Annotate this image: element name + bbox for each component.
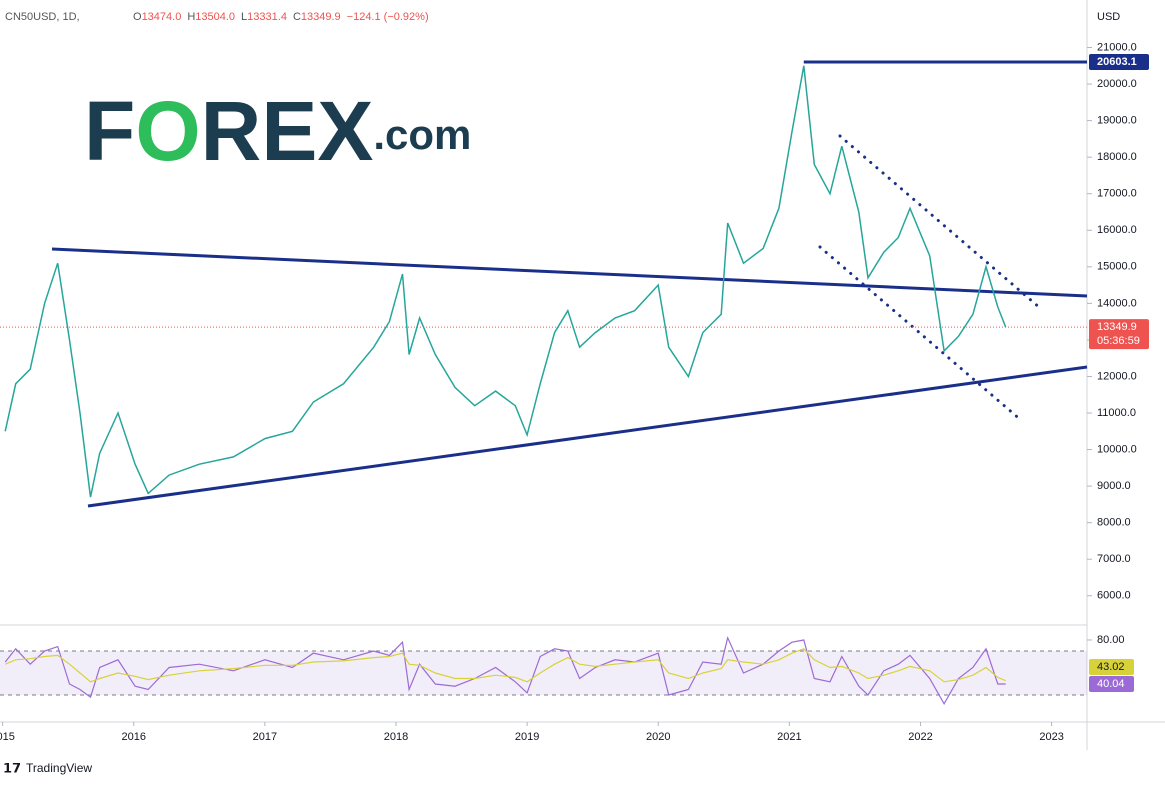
drawings <box>51 134 1088 508</box>
y-tick-label: 21000.0 <box>1097 41 1137 53</box>
y-tick-label: 18000.0 <box>1097 151 1137 163</box>
y-tick-label: 7000.0 <box>1097 553 1131 565</box>
symbol: CN50USD, 1D, <box>5 11 80 23</box>
y-tick-label: 17000.0 <box>1097 188 1137 200</box>
rsi-line <box>4 635 1006 706</box>
footer-brand: TradingView <box>26 761 92 775</box>
y-tick-label: 10000.0 <box>1097 443 1137 455</box>
y-tick-label: 80.00 <box>1097 634 1125 646</box>
trend-line <box>87 365 1088 508</box>
footer: 𝟭𝟳 TradingView <box>3 760 92 775</box>
high-label: 20603.1 <box>1097 56 1137 68</box>
ohlc-value: 13349.9 <box>301 11 341 23</box>
logo-part: F <box>84 84 135 178</box>
logo-part: .com <box>373 111 471 158</box>
change: −124.1 (−0.92%) <box>347 11 429 23</box>
y-tick-label: 6000.0 <box>1097 590 1131 602</box>
trend-line <box>51 247 1088 298</box>
y-tick-label: 19000.0 <box>1097 115 1137 127</box>
rsi-label: 40.04 <box>1097 678 1125 690</box>
y-tick-label: 8000.0 <box>1097 517 1131 529</box>
last-label-bg <box>1089 319 1149 350</box>
x-tick-label: 2021 <box>777 731 801 743</box>
ohlc-value: 13331.4 <box>247 11 287 23</box>
price-line <box>4 65 1007 498</box>
x-tick-label: 2017 <box>253 731 277 743</box>
header: CN50USD, 1D, O 13474.0 H 13504.0 L 13331.4 C 13… <box>5 11 429 23</box>
ohlc-key: O <box>133 11 142 23</box>
rsi-label-bg <box>1089 675 1134 692</box>
ohlc-key: H <box>187 11 195 23</box>
x-tick-label: 2018 <box>384 731 408 743</box>
unit: USD <box>1097 11 1120 23</box>
last-label: 13349.9 <box>1097 321 1137 333</box>
channel-line <box>838 134 1042 310</box>
rsi-label-bg <box>1089 658 1134 675</box>
logo: FOREX.com <box>84 84 471 178</box>
footer-logo: 𝟭𝟳 <box>3 760 21 775</box>
x-tick-label: 2019 <box>515 731 539 743</box>
y-tick-label: 15000.0 <box>1097 261 1137 273</box>
logo-part: REX <box>201 84 374 178</box>
y-tick-label: 14000.0 <box>1097 297 1137 309</box>
x-tick-label: 2022 <box>908 731 932 743</box>
y-tick-label: 12000.0 <box>1097 370 1137 382</box>
y-tick-label: 9000.0 <box>1097 480 1131 492</box>
rsi-label: 43.02 <box>1097 661 1125 673</box>
y-tick-label: 11000.0 <box>1097 407 1136 419</box>
ohlc-value: 13474.0 <box>142 11 182 23</box>
rsi-line <box>4 648 1006 683</box>
x-tick-label: 2020 <box>646 731 670 743</box>
high-label-bg <box>1089 54 1149 71</box>
logo-part: O <box>135 84 200 178</box>
x-tick-label: 2015 <box>0 731 15 743</box>
countdown: 05:36:59 <box>1097 335 1140 347</box>
x-tick-label: 2016 <box>122 731 146 743</box>
y-tick-label: 16000.0 <box>1097 224 1137 236</box>
x-tick-label: 2023 <box>1039 731 1063 743</box>
ohlc-key: C <box>293 11 301 23</box>
ohlc-value: 13504.0 <box>195 11 235 23</box>
y-tick-label: 20000.0 <box>1097 78 1137 90</box>
ohlc-key: L <box>241 11 247 23</box>
